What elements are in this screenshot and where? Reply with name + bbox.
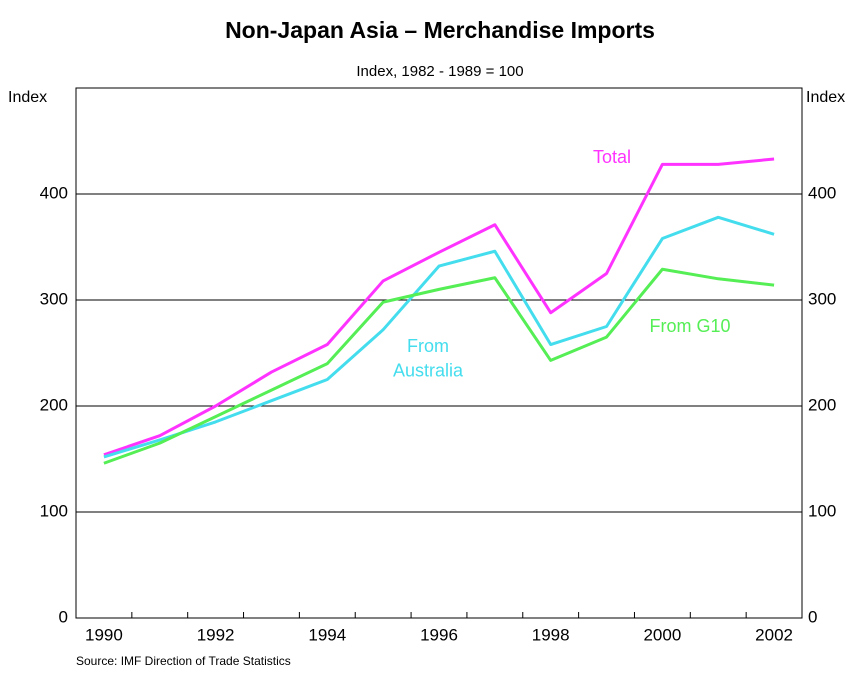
x-tick-label: 1998 (532, 625, 570, 644)
y-tick-label: 300 (40, 289, 68, 308)
y2-tick-label: 0 (808, 607, 817, 626)
y2-tick-label: 300 (808, 289, 836, 308)
x-tick-label: 2002 (755, 625, 793, 644)
y2-tick-label: 400 (808, 183, 836, 202)
source-note: Source: IMF Direction of Trade Statistic… (76, 654, 291, 668)
series-label: From G10 (649, 316, 730, 336)
chart-title: Non-Japan Asia – Merchandise Imports (225, 17, 655, 43)
series-line (103, 157, 775, 457)
x-tick-label: 1996 (420, 625, 458, 644)
chart-subtitle: Index, 1982 - 1989 = 100 (356, 63, 523, 80)
y2-tick-label: 200 (808, 395, 836, 414)
series-line (103, 215, 775, 459)
label-line: From (407, 336, 449, 356)
series-label: From Australia (393, 336, 464, 380)
series-label: Total (593, 147, 631, 167)
x-tick-label: 1990 (85, 625, 123, 644)
y-tick-label: 100 (40, 501, 68, 520)
x-tick-label: 1992 (197, 625, 235, 644)
x-tick-label: 2000 (643, 625, 681, 644)
y2-tick-label: 100 (808, 501, 836, 520)
y-tick-label: 0 (59, 607, 68, 626)
y2-axis-label: Index (806, 89, 845, 106)
y-tick-label: 200 (40, 395, 68, 414)
y-tick-label: 400 (40, 183, 68, 202)
label-line: Australia (393, 360, 464, 380)
x-tick-label: 1994 (308, 625, 346, 644)
series-line (103, 267, 775, 465)
y-axis-label: Index (8, 89, 47, 106)
